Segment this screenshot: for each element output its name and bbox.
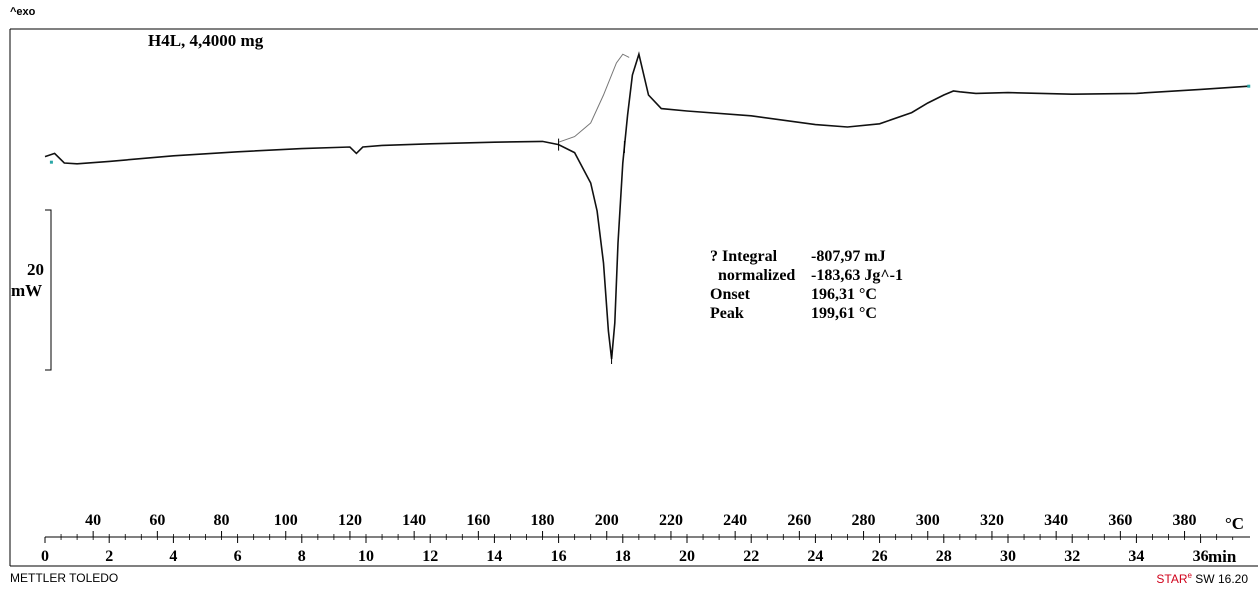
time-tick-label: 16 <box>551 548 567 565</box>
result-label-onset: Onset <box>710 286 750 303</box>
time-tick-label: 2 <box>105 548 113 565</box>
temperature-tick-label: 240 <box>723 512 747 529</box>
temperature-tick-label: 40 <box>85 512 101 529</box>
scale-bar-value: 20 <box>27 260 44 279</box>
dsc-curve <box>44 51 1249 360</box>
time-tick-label: 8 <box>298 548 306 565</box>
time-tick-label: 34 <box>1128 548 1144 565</box>
temperature-tick-label: 320 <box>980 512 1004 529</box>
temperature-tick-label: 60 <box>149 512 165 529</box>
time-tick-label: 0 <box>41 548 49 565</box>
brand-star-sup: e <box>1187 571 1192 580</box>
result-value-peak: 199,61 °C <box>811 305 877 322</box>
scale-bar-unit: mW <box>11 281 43 300</box>
temperature-tick-label: 200 <box>595 512 619 529</box>
temperature-tick-label: 280 <box>852 512 876 529</box>
exo-direction-label: ^exo <box>10 6 36 18</box>
time-tick-label: 10 <box>358 548 374 565</box>
temperature-tick-label: 260 <box>787 512 811 529</box>
brand-version: SW 16.20 <box>1191 572 1248 586</box>
result-label-peak: Peak <box>710 305 744 322</box>
temperature-tick-label: 300 <box>916 512 940 529</box>
temperature-tick-label: 160 <box>466 512 490 529</box>
temperature-tick-label: 120 <box>338 512 362 529</box>
time-tick-label: 28 <box>936 548 952 565</box>
chart-title: H4L, 4,4000 mg <box>148 31 264 50</box>
curve-end-marker <box>1247 84 1251 88</box>
time-tick-label: 26 <box>872 548 888 565</box>
temperature-tick-label: 220 <box>659 512 683 529</box>
result-value-normalized: -183,63 Jg^-1 <box>811 267 903 284</box>
time-tick-label: 24 <box>807 548 823 565</box>
time-tick-label: 32 <box>1064 548 1080 565</box>
time-tick-label: 6 <box>234 548 242 565</box>
temperature-tick-label: 180 <box>531 512 555 529</box>
time-tick-label: 22 <box>743 548 759 565</box>
time-tick-label: 18 <box>615 548 631 565</box>
result-value-onset: 196,31 °C <box>811 286 877 303</box>
scale-bar <box>45 209 52 371</box>
time-tick-label: 4 <box>169 548 177 565</box>
temperature-tick-label: 80 <box>214 512 230 529</box>
result-value-integral: -807,97 mJ <box>811 248 886 265</box>
temperature-tick-label: 340 <box>1044 512 1068 529</box>
temperature-tick-label: 100 <box>274 512 298 529</box>
time-tick-label: 12 <box>422 548 438 565</box>
curve-start-marker <box>49 160 53 164</box>
result-label-normalized: normalized <box>710 267 796 284</box>
time-tick-label: 30 <box>1000 548 1016 565</box>
result-label-integral: ? Integral <box>710 248 778 265</box>
time-axis-unit: min <box>1208 547 1237 566</box>
temperature-axis-unit: °C <box>1225 514 1245 533</box>
baseline-curve <box>558 53 630 143</box>
time-tick-label: 36 <box>1193 548 1209 565</box>
brand-star-software: STARe SW 16.20 <box>1156 571 1248 586</box>
brand-mettler-toledo: METTLER TOLEDO <box>10 571 119 585</box>
temperature-tick-label: 140 <box>402 512 426 529</box>
temperature-tick-label: 380 <box>1173 512 1197 529</box>
time-tick-label: 14 <box>486 548 502 565</box>
temperature-tick-label: 360 <box>1108 512 1132 529</box>
time-tick-label: 20 <box>679 548 695 565</box>
brand-star-text: STAR <box>1156 572 1188 586</box>
